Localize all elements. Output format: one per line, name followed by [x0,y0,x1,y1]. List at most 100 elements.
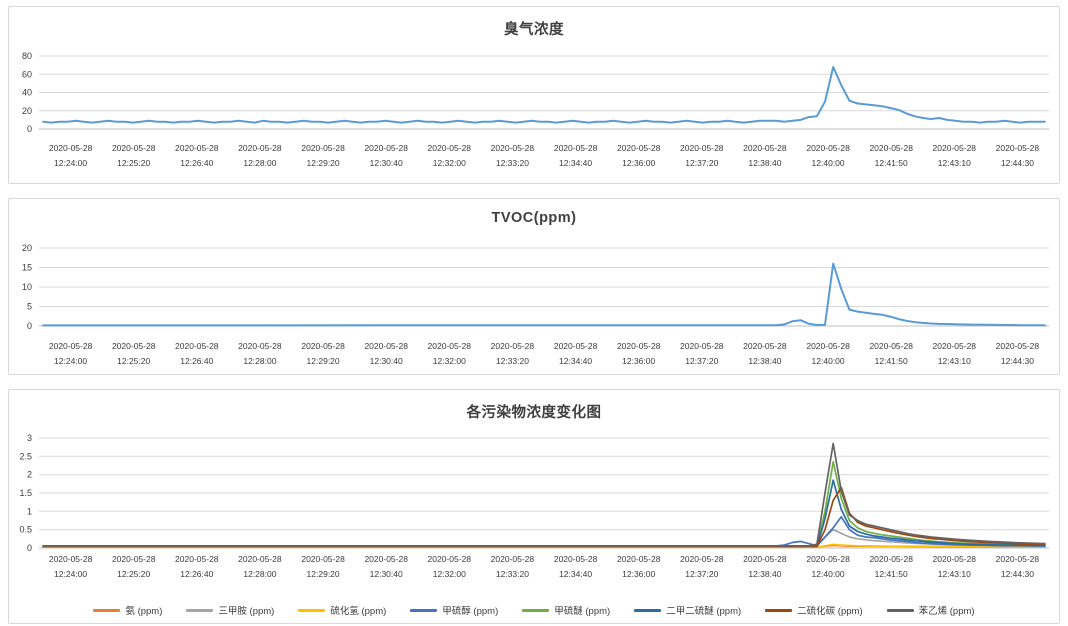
legend-item: 甲硫醚 (ppm) [522,603,610,617]
x-axis-tick-time: 12:24:00 [54,569,87,579]
x-axis-tick-date: 2020-05-28 [491,341,535,351]
legend-label: 二硫化碳 (ppm) [797,606,863,617]
y-axis-tick-label: 60 [22,69,32,79]
x-axis-tick-date: 2020-05-28 [680,143,724,153]
x-axis-tick-time: 12:26:40 [180,356,213,366]
x-axis-tick-date: 2020-05-28 [617,554,661,564]
x-axis-tick-time: 12:37:20 [685,158,718,168]
x-axis-tick-date: 2020-05-28 [933,341,977,351]
legend-label: 氨 (ppm) [125,606,163,617]
x-axis-tick-date: 2020-05-28 [617,143,661,153]
y-axis-tick-label: 3 [27,433,32,443]
x-axis-tick-time: 12:28:00 [243,569,276,579]
x-axis-tick-time: 12:36:00 [622,569,655,579]
legend-item: 氨 (ppm) [93,603,162,617]
x-axis-tick-time: 12:26:40 [180,569,213,579]
legend-line-swatch [634,608,662,612]
series-line-2 [42,543,1046,549]
x-axis-tick-time: 12:34:40 [559,356,592,366]
y-axis-tick-label: 20 [22,106,32,116]
x-axis-tick-date: 2020-05-28 [554,341,598,351]
x-axis-tick-date: 2020-05-28 [869,554,913,564]
x-axis-tick-time: 12:32:00 [433,569,466,579]
x-axis-tick-time: 12:43:10 [938,158,971,168]
x-axis-tick-date: 2020-05-28 [112,143,156,153]
chart-title-odor: 臭气浓度 [504,22,564,38]
x-axis-tick-time: 12:25:20 [117,569,150,579]
x-axis-tick-time: 12:40:00 [812,158,845,168]
pollutants-chart-panel: 各污染物浓度变化图 0 0.5 1 1.5 2 2.5 3 2020-05-28 12:24:0… [8,389,1060,624]
legend-item: 甲硫醇 (ppm) [410,603,498,617]
x-axis-tick-date: 2020-05-28 [238,554,282,564]
legend-item: 硫化氢 (ppm) [298,603,386,617]
legend-line-swatch [765,608,793,612]
x-axis-tick-date: 2020-05-28 [112,554,156,564]
y-axis-tick-label: 1 [27,506,32,516]
x-axis-tick-date: 2020-05-28 [112,341,156,351]
legend-line-swatch [93,608,121,612]
x-axis-tick-date: 2020-05-28 [806,554,850,564]
x-axis-tick-time: 12:29:20 [307,569,340,579]
x-axis-tick-time: 12:34:40 [559,158,592,168]
legend-line-swatch [298,608,326,612]
legend-label: 二甲二硫醚 (ppm) [666,606,742,617]
legend-line-swatch [186,608,214,612]
x-axis-tick-time: 12:44:30 [1001,569,1034,579]
legend-label: 甲硫醚 (ppm) [554,606,611,617]
legend-label: 三甲胺 (ppm) [218,606,275,617]
x-axis-tick-time: 12:24:00 [54,158,87,168]
chart-title-tvoc: TVOC(ppm) [491,210,577,226]
x-axis-tick-time: 12:43:10 [938,569,971,579]
x-axis-tick-time: 12:40:00 [812,356,845,366]
x-axis-tick-date: 2020-05-28 [49,554,93,564]
x-axis-tick-time: 12:32:00 [433,356,466,366]
x-axis-tick-date: 2020-05-28 [869,143,913,153]
pollutants-multiline-chart: 0 0.5 1 1.5 2 2.5 3 2020-05-28 12:24:00 2020-05-2… [19,433,1049,579]
x-axis-tick-time: 12:28:00 [243,356,276,366]
series-line-5 [42,479,1046,548]
x-axis-tick-time: 12:38:40 [748,158,781,168]
x-axis-tick-time: 12:30:40 [370,356,403,366]
x-axis-tick-date: 2020-05-28 [428,341,472,351]
x-axis-tick-date: 2020-05-28 [743,554,787,564]
x-axis-tick-time: 12:34:40 [559,569,592,579]
x-axis-tick-time: 12:44:30 [1001,158,1034,168]
x-axis-tick-time: 12:32:00 [433,158,466,168]
legend-item: 二甲二硫醚 (ppm) [634,603,741,617]
x-axis-tick-time: 12:41:50 [875,356,908,366]
x-axis-tick-time: 12:44:30 [1001,356,1034,366]
y-axis-tick-label: 2.5 [19,451,32,461]
x-axis-tick-date: 2020-05-28 [680,554,724,564]
legend-label: 甲硫醇 (ppm) [442,606,499,617]
x-axis-tick-time: 12:36:00 [622,158,655,168]
y-axis-tick-label: 5 [27,302,32,312]
x-axis-tick-date: 2020-05-28 [869,341,913,351]
odor-concentration-chart-panel: 臭气浓度 0 20 40 60 80 2020-05-28 12:24:00 2020-05-… [8,6,1060,184]
x-axis-tick-date: 2020-05-28 [428,143,472,153]
y-axis-tick-label: 2 [27,470,32,480]
x-axis-tick-time: 12:25:20 [117,158,150,168]
x-axis-tick-time: 12:37:20 [685,356,718,366]
odor-concentration-line-chart: 0 20 40 60 80 2020-05-28 12:24:00 2020-05-28 12:… [22,51,1049,168]
tvoc-line-chart: 0 5 10 15 20 2020-05-28 12:24:00 2020-05-28 12:2… [22,243,1049,366]
x-axis-tick-date: 2020-05-28 [175,554,219,564]
series-line-7 [42,442,1046,547]
x-axis-tick-date: 2020-05-28 [238,341,282,351]
x-axis-tick-time: 12:38:40 [748,356,781,366]
y-axis-tick-label: 0 [27,321,32,331]
x-axis-tick-time: 12:41:50 [875,158,908,168]
x-axis-tick-date: 2020-05-28 [301,143,345,153]
y-axis-tick-label: 10 [22,282,32,292]
legend-item: 二硫化碳 (ppm) [765,603,863,617]
x-axis-tick-date: 2020-05-28 [364,341,408,351]
y-axis-tick-label: 40 [22,88,32,98]
x-axis-tick-time: 12:37:20 [685,569,718,579]
y-axis-tick-label: 20 [22,243,32,253]
x-axis-tick-time: 12:33:20 [496,569,529,579]
x-axis-tick-date: 2020-05-28 [491,554,535,564]
x-axis-tick-date: 2020-05-28 [996,143,1040,153]
x-axis-tick-date: 2020-05-28 [364,143,408,153]
x-axis-tick-date: 2020-05-28 [238,143,282,153]
x-axis-tick-date: 2020-05-28 [554,554,598,564]
